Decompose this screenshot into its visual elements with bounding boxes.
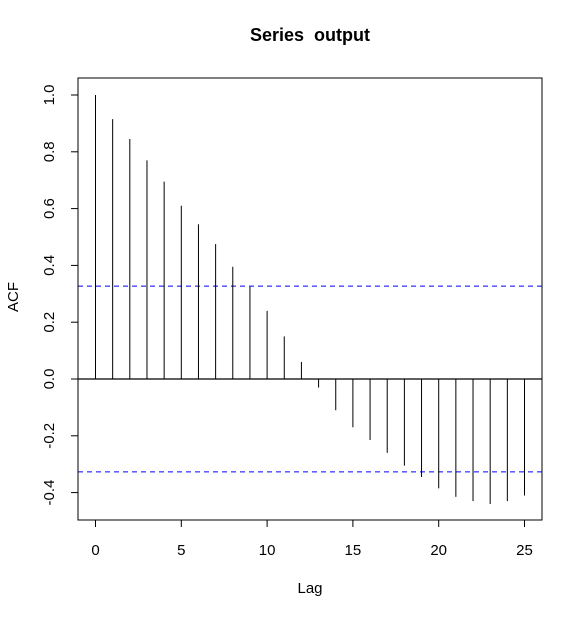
- plot-layer: [78, 95, 542, 504]
- y-tick-label-7: 1.0: [41, 85, 58, 106]
- x-tick-label-15: 15: [345, 542, 362, 559]
- y-axis: -0.4 -0.2 0.0 0.2 0.4 0.6 0.8 1.0: [41, 85, 79, 506]
- plot-frame: [77, 77, 543, 521]
- y-tick-label-3: 0.2: [41, 312, 58, 333]
- y-tick-label-6: 0.8: [41, 141, 58, 162]
- chart-title: Series output: [250, 25, 370, 45]
- y-tick-label-2: 0.0: [41, 369, 58, 390]
- y-tick-label-5: 0.6: [41, 198, 58, 219]
- x-tick-label-20: 20: [430, 542, 447, 559]
- x-axis: 0 5 10 15 20 25: [91, 519, 533, 559]
- y-tick-label-0: -0.4: [41, 480, 58, 506]
- x-tick-label-10: 10: [259, 542, 276, 559]
- x-axis-label: Lag: [297, 580, 322, 597]
- y-tick-label-4: 0.4: [41, 255, 58, 276]
- y-axis-label: ACF: [5, 282, 22, 312]
- x-tick-label-0: 0: [91, 542, 99, 559]
- x-tick-label-5: 5: [177, 542, 185, 559]
- y-tick-label-1: -0.2: [41, 423, 58, 449]
- x-tick-label-25: 25: [516, 542, 533, 559]
